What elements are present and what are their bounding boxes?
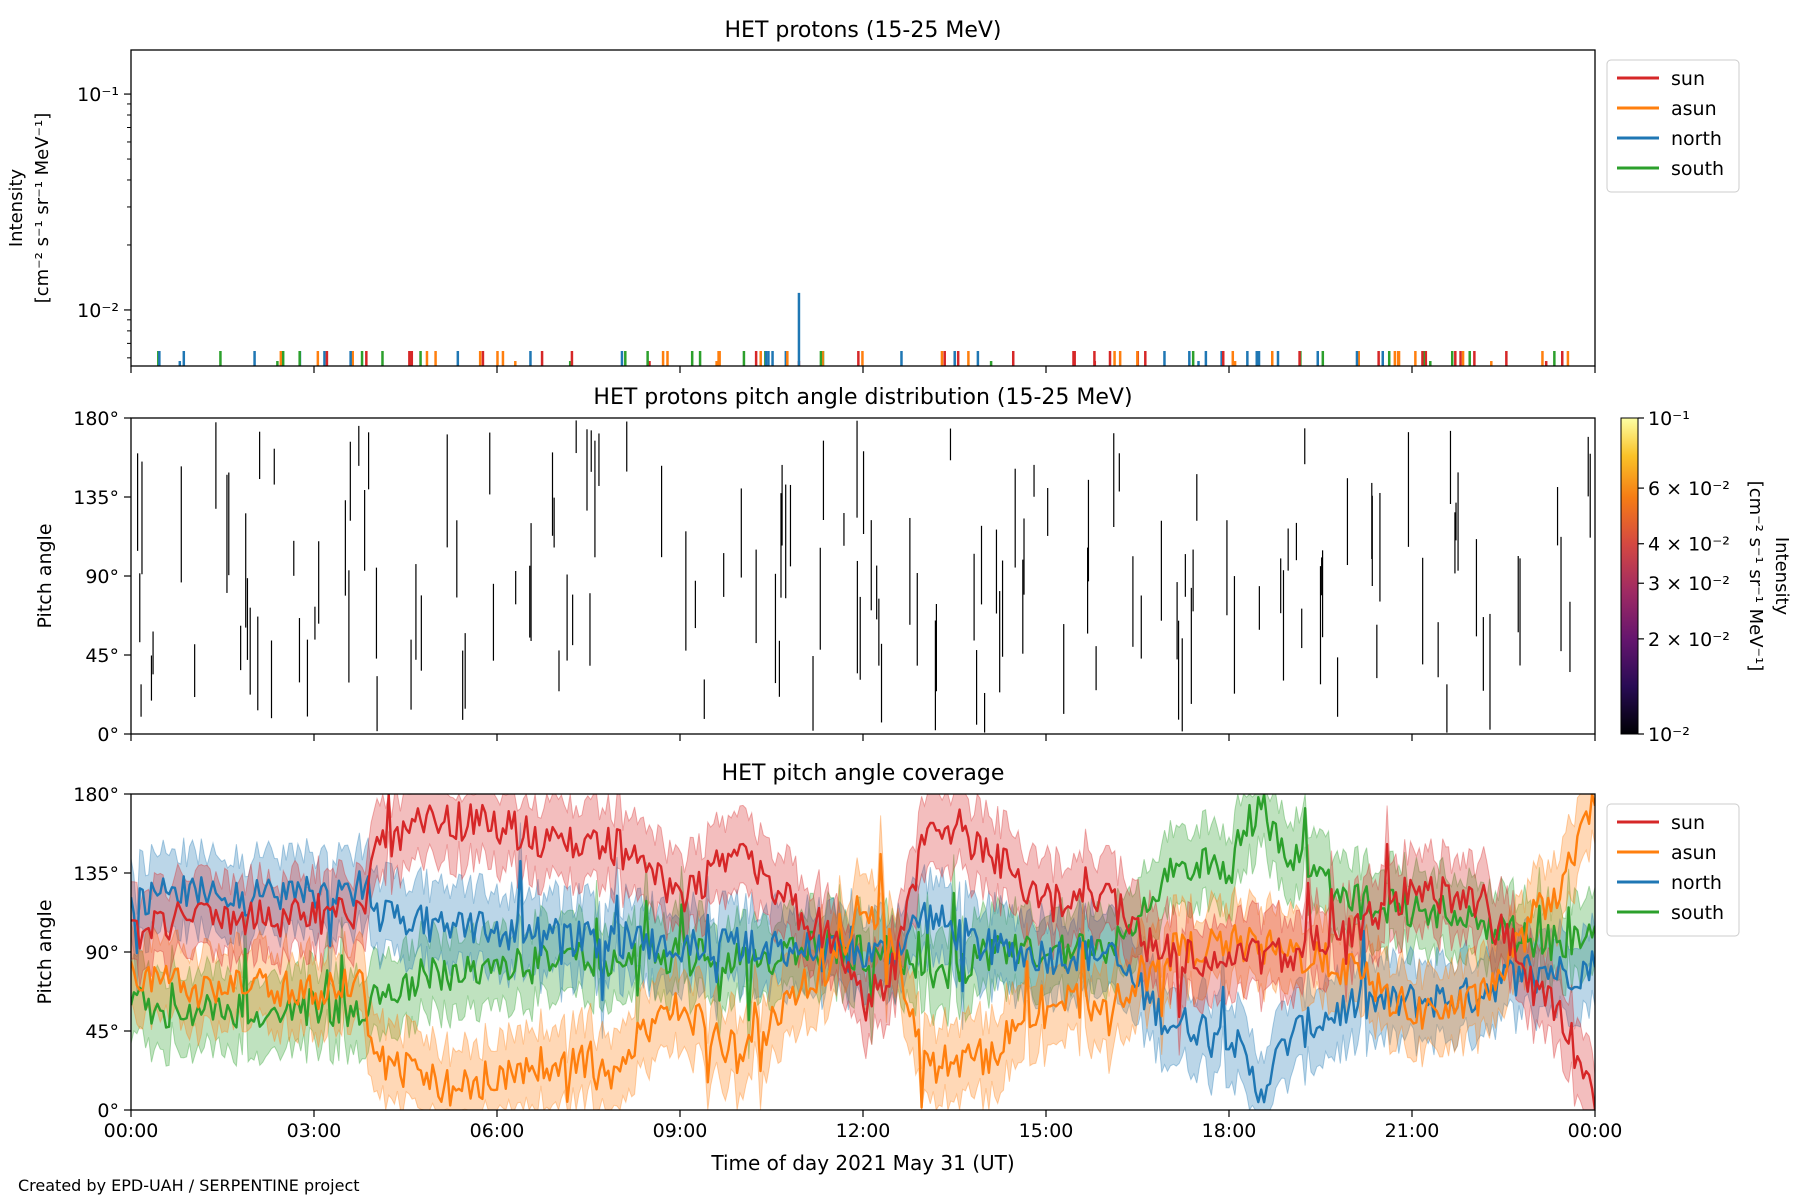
plot-area (131, 794, 1595, 1110)
legend-label-sun: sun (1671, 812, 1705, 834)
x-tick-label: 21:00 (1385, 1120, 1440, 1142)
colorbar-tick-label: 2 × 10⁻² (1648, 629, 1730, 651)
y-tick-label: 90° (85, 942, 119, 964)
y-tick-label: 0° (97, 724, 119, 746)
x-tick-label: 00:00 (1568, 1120, 1623, 1142)
pitch-angle-distribution-panel: HET protons pitch angle distribution (15… (34, 385, 1792, 746)
colorbar-tick-label: 6 × 10⁻² (1648, 478, 1730, 500)
y-axis-label: Pitch angle (34, 523, 56, 628)
legend-label-south: south (1671, 902, 1724, 924)
coverage-line-south (131, 794, 1595, 1029)
coverage-band-south (131, 794, 1595, 1068)
y-tick-label: 10⁻¹ (77, 84, 119, 106)
panel-title: HET protons (15-25 MeV) (725, 18, 1002, 43)
y-tick-label: 180° (73, 408, 119, 430)
colorbar-tick-label: 10⁻¹ (1648, 408, 1690, 430)
legend-label-north: north (1671, 872, 1722, 894)
x-tick-label: 06:00 (470, 1120, 525, 1142)
x-tick-label: 12:00 (836, 1120, 891, 1142)
colorbar (1620, 417, 1639, 735)
coverage-band-sun (131, 794, 1595, 1110)
panel-title: HET protons pitch angle distribution (15… (593, 385, 1132, 410)
y-tick-label: 180° (73, 784, 119, 806)
y-axis-units: [cm⁻² s⁻¹ sr⁻¹ MeV⁻¹] (32, 113, 53, 304)
colorbar-units: [cm⁻² s⁻¹ sr⁻¹ MeV⁻¹] (1745, 481, 1766, 672)
coverage-line-north (131, 859, 1595, 1104)
colorbar-tick-label: 10⁻² (1648, 724, 1690, 746)
legend-label-north: north (1671, 128, 1722, 150)
y-tick-label: 10⁻² (77, 300, 119, 322)
y-axis-label: Pitch angle (34, 899, 56, 1004)
legend-label-asun: asun (1671, 842, 1717, 864)
plot-area-frame (130, 49, 1596, 367)
y-tick-label: 0° (97, 1100, 119, 1122)
x-tick-label: 18:00 (1202, 1120, 1257, 1142)
legend-label-sun: sun (1671, 68, 1705, 90)
x-axis-label: Time of day 2021 May 31 (UT) (710, 1151, 1014, 1175)
legend-label-asun: asun (1671, 98, 1717, 120)
x-tick-label: 09:00 (653, 1120, 708, 1142)
colorbar-tick-label: 3 × 10⁻² (1648, 573, 1730, 595)
x-tick-label: 03:00 (287, 1120, 342, 1142)
legend-box (1606, 803, 1740, 937)
y-tick-label: 45° (85, 645, 119, 667)
y-tick-label: 90° (85, 566, 119, 588)
legend-label-south: south (1671, 158, 1724, 180)
x-tick-label: 15:00 (1019, 1120, 1074, 1142)
y-tick-label: 135° (73, 863, 119, 885)
y-axis-label: Intensity (6, 168, 27, 247)
y-tick-label: 45° (85, 1021, 119, 1043)
y-tick-label: 135° (73, 487, 119, 509)
colorbar-label: Intensity (1771, 537, 1792, 616)
panel-title: HET pitch angle coverage (722, 761, 1005, 786)
colorbar-tick-label: 4 × 10⁻² (1648, 534, 1730, 556)
intensity-panel: HET protons (15-25 MeV) 10⁻¹ 10⁻² Intensity… (6, 18, 1740, 373)
credit-text: Created by EPD-UAH / SERPENTINE project (18, 1176, 360, 1195)
coverage-line-sun (131, 794, 1595, 1110)
x-tick-label: 00:00 (104, 1120, 159, 1142)
pitch-angle-coverage-panel: HET pitch angle coverage 0° 45° 90° 135° 180°… (34, 761, 1740, 1175)
legend-box (1606, 59, 1740, 193)
coverage-line-asun (131, 794, 1595, 1109)
